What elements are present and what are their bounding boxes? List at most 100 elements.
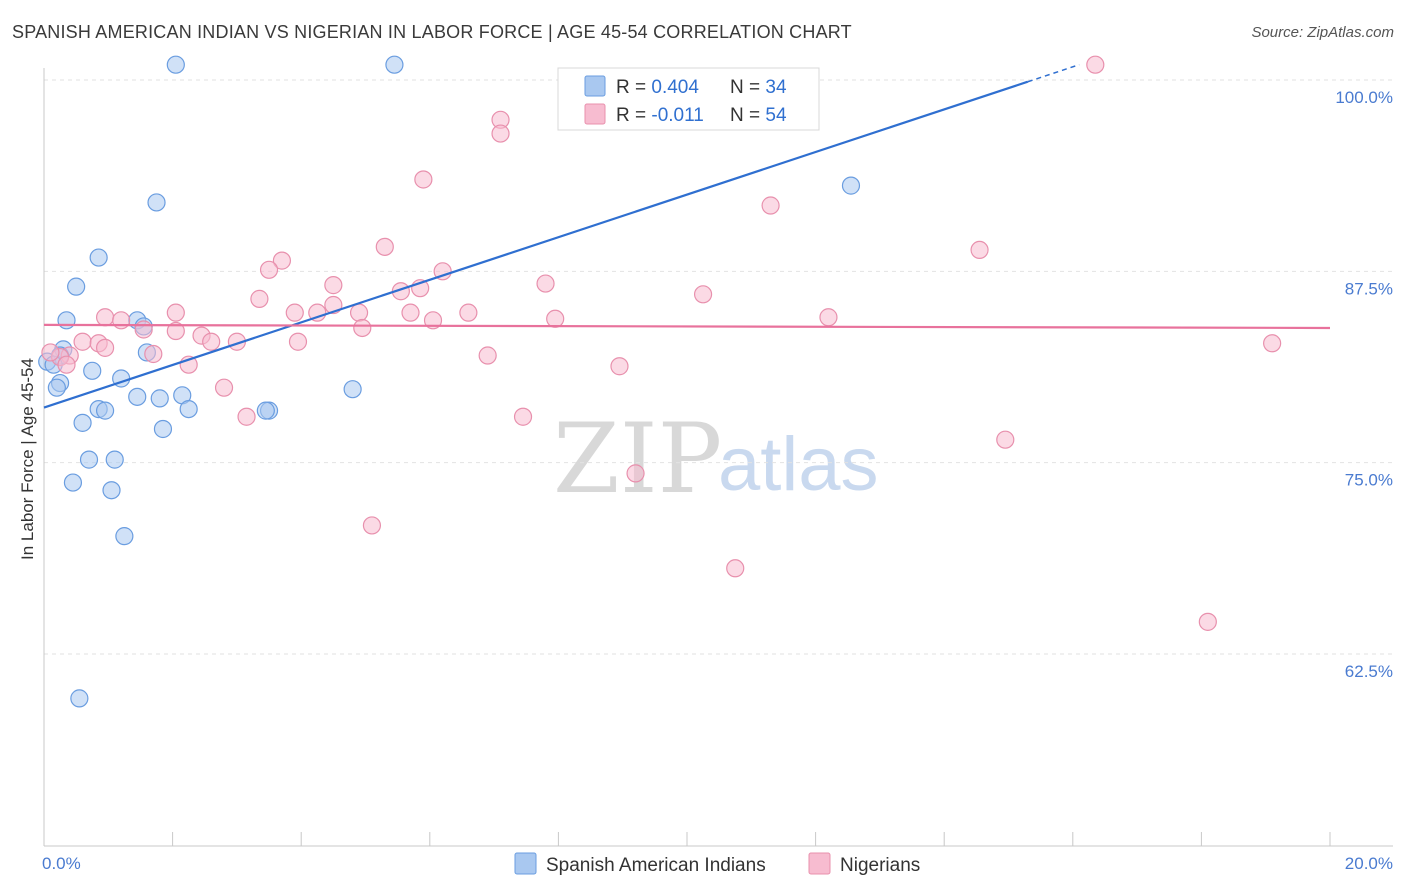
point-pink-23 xyxy=(95,308,115,327)
point-pink-19 xyxy=(308,303,327,322)
point-blue-23 xyxy=(95,401,115,420)
legend-n-value-1: 34 xyxy=(765,77,787,98)
point-pink-54 xyxy=(1198,612,1217,631)
series-spanish-american-indians xyxy=(38,55,861,708)
point-pink-43 xyxy=(57,355,76,374)
point-blue-18 xyxy=(343,380,362,399)
point-blue-28 xyxy=(153,419,173,439)
trend-line-pink xyxy=(43,323,1331,330)
point-pink-2 xyxy=(491,124,510,143)
legend-n-value-2: 54 xyxy=(765,105,787,126)
point-pink-15 xyxy=(250,289,269,308)
point-pink-41 xyxy=(144,344,163,364)
point-pink-20 xyxy=(349,303,369,322)
point-pink-52 xyxy=(362,516,382,535)
point-pink-9 xyxy=(259,260,279,279)
point-pink-48 xyxy=(237,407,256,426)
point-blue-17 xyxy=(47,378,66,397)
x-tick-label-min: 0.0% xyxy=(42,854,81,873)
watermark-atlas: atlas xyxy=(718,422,879,507)
legend-swatch-pink xyxy=(584,103,606,125)
point-pink-24 xyxy=(112,311,131,330)
bottom-legend-label-2: Nigerians xyxy=(840,855,920,876)
point-pink-22 xyxy=(459,303,478,322)
point-pink-11 xyxy=(536,274,555,293)
point-blue-6 xyxy=(57,311,76,330)
point-blue-3 xyxy=(841,176,861,195)
point-pink-29 xyxy=(166,321,185,341)
y-tick-labels: 62.5% 75.0% 87.5% 100.0% xyxy=(1335,88,1393,681)
legend-r-label-2: R = xyxy=(616,105,651,126)
point-blue-31 xyxy=(63,473,83,492)
bottom-legend-swatch-blue xyxy=(514,852,537,875)
point-blue-4 xyxy=(89,248,108,267)
point-pink-42 xyxy=(478,346,497,365)
y-tick-label-0: 62.5% xyxy=(1345,662,1393,681)
legend-r-label-1: R = xyxy=(616,77,651,98)
point-blue-20 xyxy=(150,389,169,408)
point-blue-30 xyxy=(105,450,124,469)
point-pink-7 xyxy=(970,240,989,260)
y-tick-label-3: 100.0% xyxy=(1335,88,1393,107)
gridlines xyxy=(44,79,1393,655)
y-tick-label-2: 87.5% xyxy=(1345,279,1393,298)
x-axis-ticks xyxy=(43,832,1331,846)
legend-r-row1: R = 0.404 xyxy=(616,77,699,98)
bottom-legend-label-1: Spanish American Indians xyxy=(546,855,766,876)
point-pink-17 xyxy=(166,303,185,322)
legend-n-row2: N = 54 xyxy=(730,105,787,126)
stats-legend: R = 0.404 N = 34 R = -0.011 N = 54 xyxy=(557,67,820,131)
chart-title: SPANISH AMERICAN INDIAN VS NIGERIAN IN L… xyxy=(12,22,852,42)
point-pink-21 xyxy=(401,303,420,322)
point-blue-0 xyxy=(166,55,185,74)
point-pink-40 xyxy=(41,343,60,362)
bottom-legend: Spanish American Indians Nigerians xyxy=(514,852,920,876)
legend-r-row2: R = -0.011 xyxy=(616,105,704,126)
point-pink-30 xyxy=(353,318,372,338)
point-pink-8 xyxy=(272,251,292,270)
point-blue-32 xyxy=(102,481,121,500)
point-pink-49 xyxy=(513,407,533,426)
watermark-zip: ZIP xyxy=(553,403,722,515)
bottom-legend-swatch-pink xyxy=(808,852,831,875)
point-blue-26 xyxy=(256,401,275,420)
point-pink-14 xyxy=(693,285,713,304)
point-pink-53 xyxy=(726,559,745,578)
point-blue-33 xyxy=(115,527,134,546)
legend-n-label-2: N = xyxy=(730,105,765,126)
point-pink-28 xyxy=(134,320,153,339)
legend-n-label-1: N = xyxy=(730,77,765,98)
trend-lines xyxy=(43,63,1331,409)
point-pink-51 xyxy=(626,464,645,483)
point-blue-29 xyxy=(79,450,99,469)
point-blue-5 xyxy=(67,277,86,296)
point-pink-26 xyxy=(546,309,565,328)
point-pink-4 xyxy=(761,196,780,215)
point-pink-3 xyxy=(414,170,433,189)
point-blue-27 xyxy=(73,413,92,432)
point-pink-10 xyxy=(324,276,343,295)
point-blue-2 xyxy=(147,193,166,212)
point-pink-25 xyxy=(423,311,443,330)
point-blue-1 xyxy=(385,55,404,74)
point-pink-46 xyxy=(1263,334,1282,353)
point-pink-36 xyxy=(288,332,308,351)
point-blue-14 xyxy=(83,361,102,380)
x-tick-label-max: 20.0% xyxy=(1345,854,1393,873)
point-pink-5 xyxy=(375,237,394,256)
point-pink-50 xyxy=(996,430,1015,449)
legend-swatch-blue xyxy=(584,75,606,97)
point-pink-47 xyxy=(214,378,234,397)
y-axis-title: In Labor Force | Age 45-54 xyxy=(18,358,37,560)
legend-n-row1: N = 34 xyxy=(730,77,787,98)
point-pink-34 xyxy=(202,332,221,351)
point-pink-0 xyxy=(1086,55,1105,74)
legend-r-value-2: -0.011 xyxy=(651,105,703,126)
point-pink-27 xyxy=(819,308,838,327)
point-pink-32 xyxy=(73,332,92,351)
point-pink-18 xyxy=(285,303,304,322)
legend-r-value-1: 0.404 xyxy=(651,77,699,98)
trend-line-blue xyxy=(43,80,1029,409)
y-tick-label-1: 75.0% xyxy=(1345,471,1393,490)
